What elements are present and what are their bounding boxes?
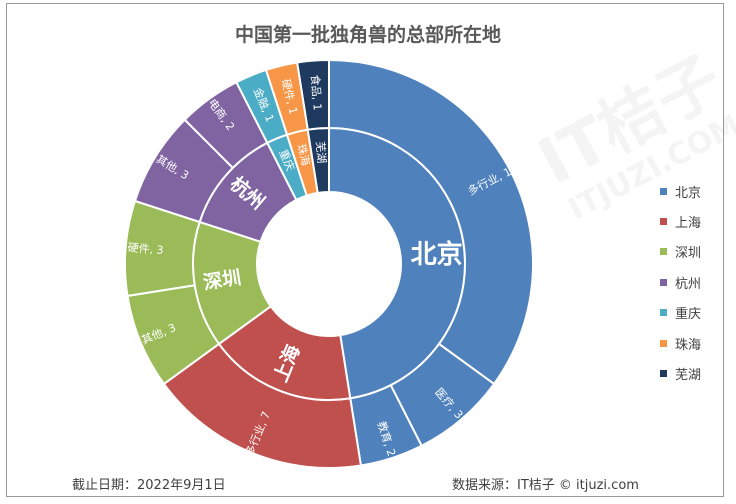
outer-slice-0 (328, 58, 534, 386)
outer-slice-label-8: 食品, 1 (308, 74, 325, 111)
outer-slice-9 (264, 61, 309, 136)
inner-slice-label-6: 芜湖 (313, 141, 329, 164)
legend-item: 珠海 (660, 328, 701, 358)
legend-swatch (660, 309, 667, 317)
legend-label: 重庆 (675, 307, 702, 323)
legend-item: 上海 (660, 206, 701, 236)
legend-swatch (660, 187, 667, 195)
data-source: 数据来源：IT桔子 © itjuzi.com (452, 478, 639, 493)
inner-slice-label-5: 珠海 (294, 143, 313, 168)
legend-item: 重庆 (660, 298, 701, 328)
legend-item: 深圳 (660, 237, 701, 267)
inner-slice-label-0: 北京 (411, 239, 463, 270)
legend: 北京上海深圳杭州重庆珠海芜湖 (660, 176, 701, 389)
legend-label: 杭州 (675, 276, 702, 292)
legend-item: 芜湖 (660, 358, 701, 388)
outer-slice-10 (235, 68, 289, 145)
legend-label: 深圳 (675, 246, 702, 262)
cutoff-date: 截止日期：2022年9月1日 (72, 478, 226, 493)
legend-swatch (660, 339, 667, 347)
legend-swatch (660, 218, 667, 226)
legend-swatch (660, 370, 667, 378)
legend-label: 北京 (675, 185, 702, 201)
legend-label: 芜湖 (675, 368, 702, 384)
legend-item: 杭州 (660, 267, 701, 297)
legend-label: 珠海 (675, 337, 702, 353)
legend-item: 北京 (660, 176, 701, 206)
legend-swatch (660, 248, 667, 256)
chart-title: 中国第一批独角兽的总部所在地 (234, 24, 501, 46)
legend-swatch (660, 278, 667, 286)
outer-slice-label-5: 硬件, 3 (127, 241, 164, 257)
legend-label: 上海 (675, 216, 702, 232)
